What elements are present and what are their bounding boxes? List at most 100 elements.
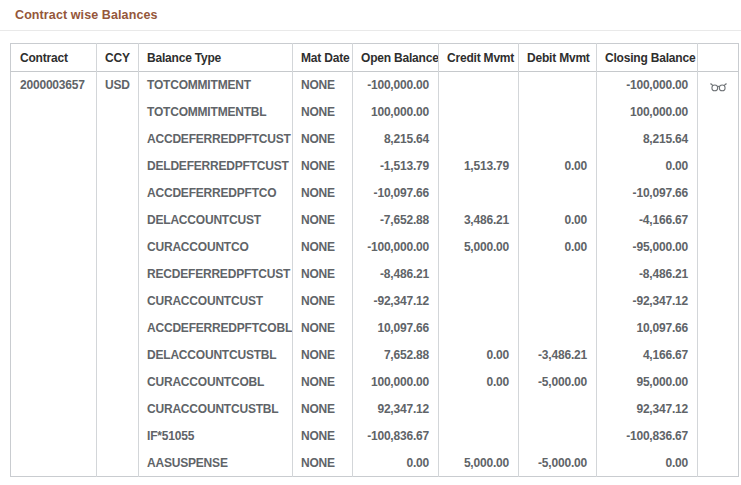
cell-closing_balance: -4,166.67 bbox=[597, 207, 698, 234]
cell-debit_mvmt: -3,486.21 bbox=[519, 342, 597, 369]
cell-debit_mvmt bbox=[519, 72, 597, 99]
cell-credit_mvmt: 0.00 bbox=[439, 342, 519, 369]
page: Contract wise Balances ContractCCYBalanc… bbox=[0, 0, 741, 477]
table-row: IF*51055NONE-100,836.67-100,836.67 bbox=[11, 423, 739, 450]
view-details-cell bbox=[698, 153, 739, 180]
cell-closing_balance: 95,000.00 bbox=[597, 369, 698, 396]
cell-balance_type: CURACCOUNTCO bbox=[139, 234, 293, 261]
cell-mat_date: NONE bbox=[293, 207, 353, 234]
cell-contract bbox=[11, 99, 97, 126]
view-details-cell bbox=[698, 288, 739, 315]
cell-contract bbox=[11, 369, 97, 396]
cell-contract bbox=[11, 126, 97, 153]
table-row: CURACCOUNTCUSTNONE-92,347.12-92,347.12 bbox=[11, 288, 739, 315]
cell-ccy bbox=[97, 369, 139, 396]
cell-debit_mvmt bbox=[519, 396, 597, 423]
eyeglasses-icon[interactable] bbox=[710, 78, 727, 92]
header-divider bbox=[0, 30, 741, 31]
table-row: DELACCOUNTCUSTBLNONE7,652.880.00-3,486.2… bbox=[11, 342, 739, 369]
cell-balance_type: IF*51055 bbox=[139, 423, 293, 450]
table-row: CURACCOUNTCOBLNONE100,000.000.00-5,000.0… bbox=[11, 369, 739, 396]
cell-mat_date: NONE bbox=[293, 288, 353, 315]
table-header-row: ContractCCYBalance TypeMat DateOpen Bala… bbox=[11, 44, 739, 72]
cell-closing_balance: 92,347.12 bbox=[597, 396, 698, 423]
cell-closing_balance: 0.00 bbox=[597, 450, 698, 477]
view-details-cell bbox=[698, 99, 739, 126]
cell-contract bbox=[11, 342, 97, 369]
table-row: DELDEFERREDPFTCUSTNONE-1,513.791,513.790… bbox=[11, 153, 739, 180]
cell-open_balance: 100,000.00 bbox=[353, 99, 439, 126]
cell-open_balance: -7,652.88 bbox=[353, 207, 439, 234]
view-details-cell bbox=[698, 126, 739, 153]
cell-credit_mvmt bbox=[439, 423, 519, 450]
cell-mat_date: NONE bbox=[293, 315, 353, 342]
cell-balance_type: CURACCOUNTCUSTBL bbox=[139, 396, 293, 423]
cell-mat_date: NONE bbox=[293, 234, 353, 261]
cell-balance_type: CURACCOUNTCUST bbox=[139, 288, 293, 315]
cell-balance_type: TOTCOMMITMENT bbox=[139, 72, 293, 99]
cell-debit_mvmt bbox=[519, 180, 597, 207]
cell-credit_mvmt: 0.00 bbox=[439, 369, 519, 396]
cell-open_balance: -100,836.67 bbox=[353, 423, 439, 450]
cell-closing_balance: 100,000.00 bbox=[597, 99, 698, 126]
table-row: ACCDEFERREDPFTCUSTNONE8,215.648,215.64 bbox=[11, 126, 739, 153]
cell-contract bbox=[11, 207, 97, 234]
cell-open_balance: 92,347.12 bbox=[353, 396, 439, 423]
cell-open_balance: 7,652.88 bbox=[353, 342, 439, 369]
cell-closing_balance: -92,347.12 bbox=[597, 288, 698, 315]
cell-ccy bbox=[97, 342, 139, 369]
cell-ccy bbox=[97, 261, 139, 288]
table-row: CURACCOUNTCONONE-100,000.005,000.000.00-… bbox=[11, 234, 739, 261]
column-header-debit_mvmt: Debit Mvmt bbox=[519, 44, 597, 72]
cell-open_balance: 0.00 bbox=[353, 450, 439, 477]
cell-closing_balance: -10,097.66 bbox=[597, 180, 698, 207]
column-header-mat_date: Mat Date bbox=[293, 44, 353, 72]
cell-ccy bbox=[97, 207, 139, 234]
cell-balance_type: ACCDEFERREDPFTCUST bbox=[139, 126, 293, 153]
cell-contract bbox=[11, 261, 97, 288]
cell-balance_type: DELACCOUNTCUSTBL bbox=[139, 342, 293, 369]
cell-closing_balance: -95,000.00 bbox=[597, 234, 698, 261]
cell-debit_mvmt: -5,000.00 bbox=[519, 450, 597, 477]
cell-credit_mvmt: 3,486.21 bbox=[439, 207, 519, 234]
cell-open_balance: 100,000.00 bbox=[353, 369, 439, 396]
cell-open_balance: 8,215.64 bbox=[353, 126, 439, 153]
cell-contract bbox=[11, 396, 97, 423]
table-row: AASUSPENSENONE0.005,000.00-5,000.000.00 bbox=[11, 450, 739, 477]
cell-debit_mvmt: 0.00 bbox=[519, 153, 597, 180]
column-header-ccy: CCY bbox=[97, 44, 139, 72]
column-header-contract: Contract bbox=[11, 44, 97, 72]
cell-credit_mvmt bbox=[439, 315, 519, 342]
cell-balance_type: ACCDEFERREDPFTCO bbox=[139, 180, 293, 207]
table-row: 2000003657USDTOTCOMMITMENTNONE-100,000.0… bbox=[11, 72, 739, 99]
cell-contract bbox=[11, 153, 97, 180]
cell-ccy bbox=[97, 396, 139, 423]
cell-contract bbox=[11, 288, 97, 315]
cell-balance_type: RECDEFERREDPFTCUST bbox=[139, 261, 293, 288]
column-header-actions bbox=[698, 44, 739, 72]
cell-credit_mvmt: 1,513.79 bbox=[439, 153, 519, 180]
cell-credit_mvmt bbox=[439, 126, 519, 153]
contract-balances-table: ContractCCYBalance TypeMat DateOpen Bala… bbox=[10, 43, 739, 477]
cell-contract bbox=[11, 315, 97, 342]
cell-mat_date: NONE bbox=[293, 261, 353, 288]
cell-open_balance: -10,097.66 bbox=[353, 180, 439, 207]
cell-mat_date: NONE bbox=[293, 99, 353, 126]
cell-open_balance: -92,347.12 bbox=[353, 288, 439, 315]
cell-open_balance: 10,097.66 bbox=[353, 315, 439, 342]
cell-closing_balance: -100,000.00 bbox=[597, 72, 698, 99]
cell-debit_mvmt bbox=[519, 315, 597, 342]
table-row: ACCDEFERREDPFTCOBLNONE10,097.6610,097.66 bbox=[11, 315, 739, 342]
cell-mat_date: NONE bbox=[293, 423, 353, 450]
view-details-cell bbox=[698, 396, 739, 423]
cell-balance_type: AASUSPENSE bbox=[139, 450, 293, 477]
cell-mat_date: NONE bbox=[293, 396, 353, 423]
view-details-cell bbox=[698, 234, 739, 261]
column-header-balance_type: Balance Type bbox=[139, 44, 293, 72]
view-details-cell bbox=[698, 450, 739, 477]
cell-mat_date: NONE bbox=[293, 72, 353, 99]
view-details-cell bbox=[698, 261, 739, 288]
column-header-credit_mvmt: Credit Mvmt bbox=[439, 44, 519, 72]
cell-credit_mvmt bbox=[439, 72, 519, 99]
table-row: DELACCOUNTCUSTNONE-7,652.883,486.210.00-… bbox=[11, 207, 739, 234]
